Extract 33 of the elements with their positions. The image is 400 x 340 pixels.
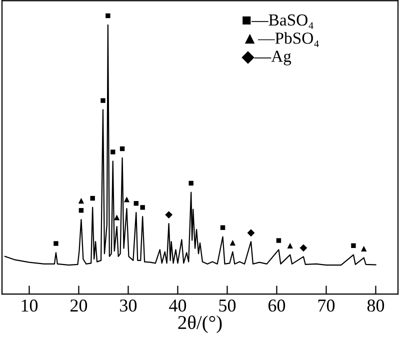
annotation: ◆ bbox=[300, 244, 308, 252]
annotation: ■ bbox=[276, 238, 282, 243]
x-tick-label: 40 bbox=[169, 299, 186, 312]
annotation: ▲ bbox=[230, 240, 236, 246]
annotation: ■—BaSO₄ bbox=[242, 14, 314, 29]
x-tick-label: 10 bbox=[22, 299, 38, 312]
x-tick-label: 20 bbox=[70, 299, 88, 312]
annotation: ■ bbox=[220, 225, 226, 230]
x-axis-title: 2θ/(°) bbox=[178, 315, 222, 334]
annotation: ▲ bbox=[287, 242, 293, 249]
annotation: ■ bbox=[106, 13, 110, 18]
annotation: ■ bbox=[134, 201, 138, 206]
annotation: ▲ bbox=[78, 198, 84, 204]
annotation: ▲ bbox=[124, 196, 130, 202]
x-tick-label: 60 bbox=[268, 299, 286, 312]
x-tick-label: 70 bbox=[318, 299, 335, 312]
annotation: ◆ bbox=[247, 229, 255, 237]
annotation: ▲ bbox=[361, 246, 367, 252]
annotation: ■ bbox=[78, 208, 84, 213]
annotation: ■ bbox=[54, 241, 58, 246]
annotation: ■ bbox=[100, 98, 106, 103]
annotation: ■ bbox=[90, 196, 95, 201]
x-tick-label: 50 bbox=[219, 299, 236, 312]
x-tick-label: 30 bbox=[120, 299, 137, 312]
annotation: ■ bbox=[188, 180, 194, 186]
annotation: ■ bbox=[140, 205, 145, 210]
annotation: ▲—PbSO₄ bbox=[244, 32, 319, 48]
annotation: ◆ bbox=[165, 211, 173, 219]
x-tick-label: 80 bbox=[367, 299, 384, 312]
annotation: ■ bbox=[120, 146, 125, 152]
annotation: ◆—Ag bbox=[242, 50, 292, 66]
annotation: ■ bbox=[351, 243, 356, 248]
annotation: ■ bbox=[110, 150, 116, 154]
